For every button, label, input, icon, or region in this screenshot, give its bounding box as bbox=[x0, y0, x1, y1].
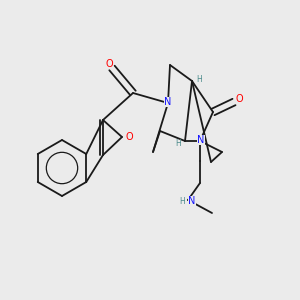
Text: H: H bbox=[196, 74, 202, 83]
Text: N: N bbox=[188, 196, 196, 206]
Text: O: O bbox=[235, 94, 243, 104]
Text: O: O bbox=[105, 59, 113, 69]
Text: H: H bbox=[179, 197, 185, 206]
Text: H: H bbox=[175, 140, 181, 148]
Text: O: O bbox=[125, 132, 133, 142]
Text: N: N bbox=[197, 135, 205, 145]
Text: N: N bbox=[164, 97, 172, 107]
